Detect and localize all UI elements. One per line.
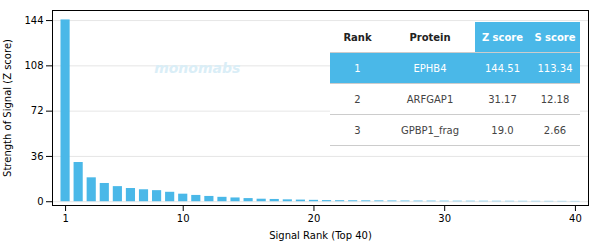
html-text:113.34: 113.34 [537,62,573,74]
html-text:12.18: 12.18 [540,93,570,105]
svg-text:1: 1 [62,213,68,224]
svg-text:Strength of Signal (Z score): Strength of Signal (Z score) [2,39,13,177]
svg-text:10: 10 [177,213,190,224]
svg-text:144: 144 [24,15,43,26]
svg-text:72: 72 [31,105,44,116]
html-text:31.17: 31.17 [488,93,517,105]
html-text:ARFGAP1: ARFGAP1 [406,93,454,105]
svg-text:Signal Rank (Top 40): Signal Rank (Top 40) [269,230,372,241]
svg-text:36: 36 [31,151,44,162]
html-text:GPBP1_frag: GPBP1_frag [400,124,460,136]
html-text:19.0: 19.0 [491,124,514,136]
html-text:2: 2 [354,93,361,105]
svg-text:40: 40 [569,213,582,224]
svg-text:108: 108 [24,60,43,71]
svg-text:20: 20 [308,213,321,224]
html-text:EPHB4: EPHB4 [413,62,447,74]
html-text:S score: S score [534,31,576,43]
svg-text:30: 30 [438,213,451,224]
html-text:1: 1 [354,62,361,74]
html-text:Z score: Z score [481,31,524,43]
html-text:Protein: Protein [409,31,451,43]
svg-text:monomabs: monomabs [154,60,240,76]
html-text:144.51: 144.51 [485,62,520,74]
html-text:Rank: Rank [343,31,372,43]
html-text:3: 3 [354,124,361,136]
html-text:2.66: 2.66 [543,124,567,136]
svg-text:0: 0 [37,196,43,207]
